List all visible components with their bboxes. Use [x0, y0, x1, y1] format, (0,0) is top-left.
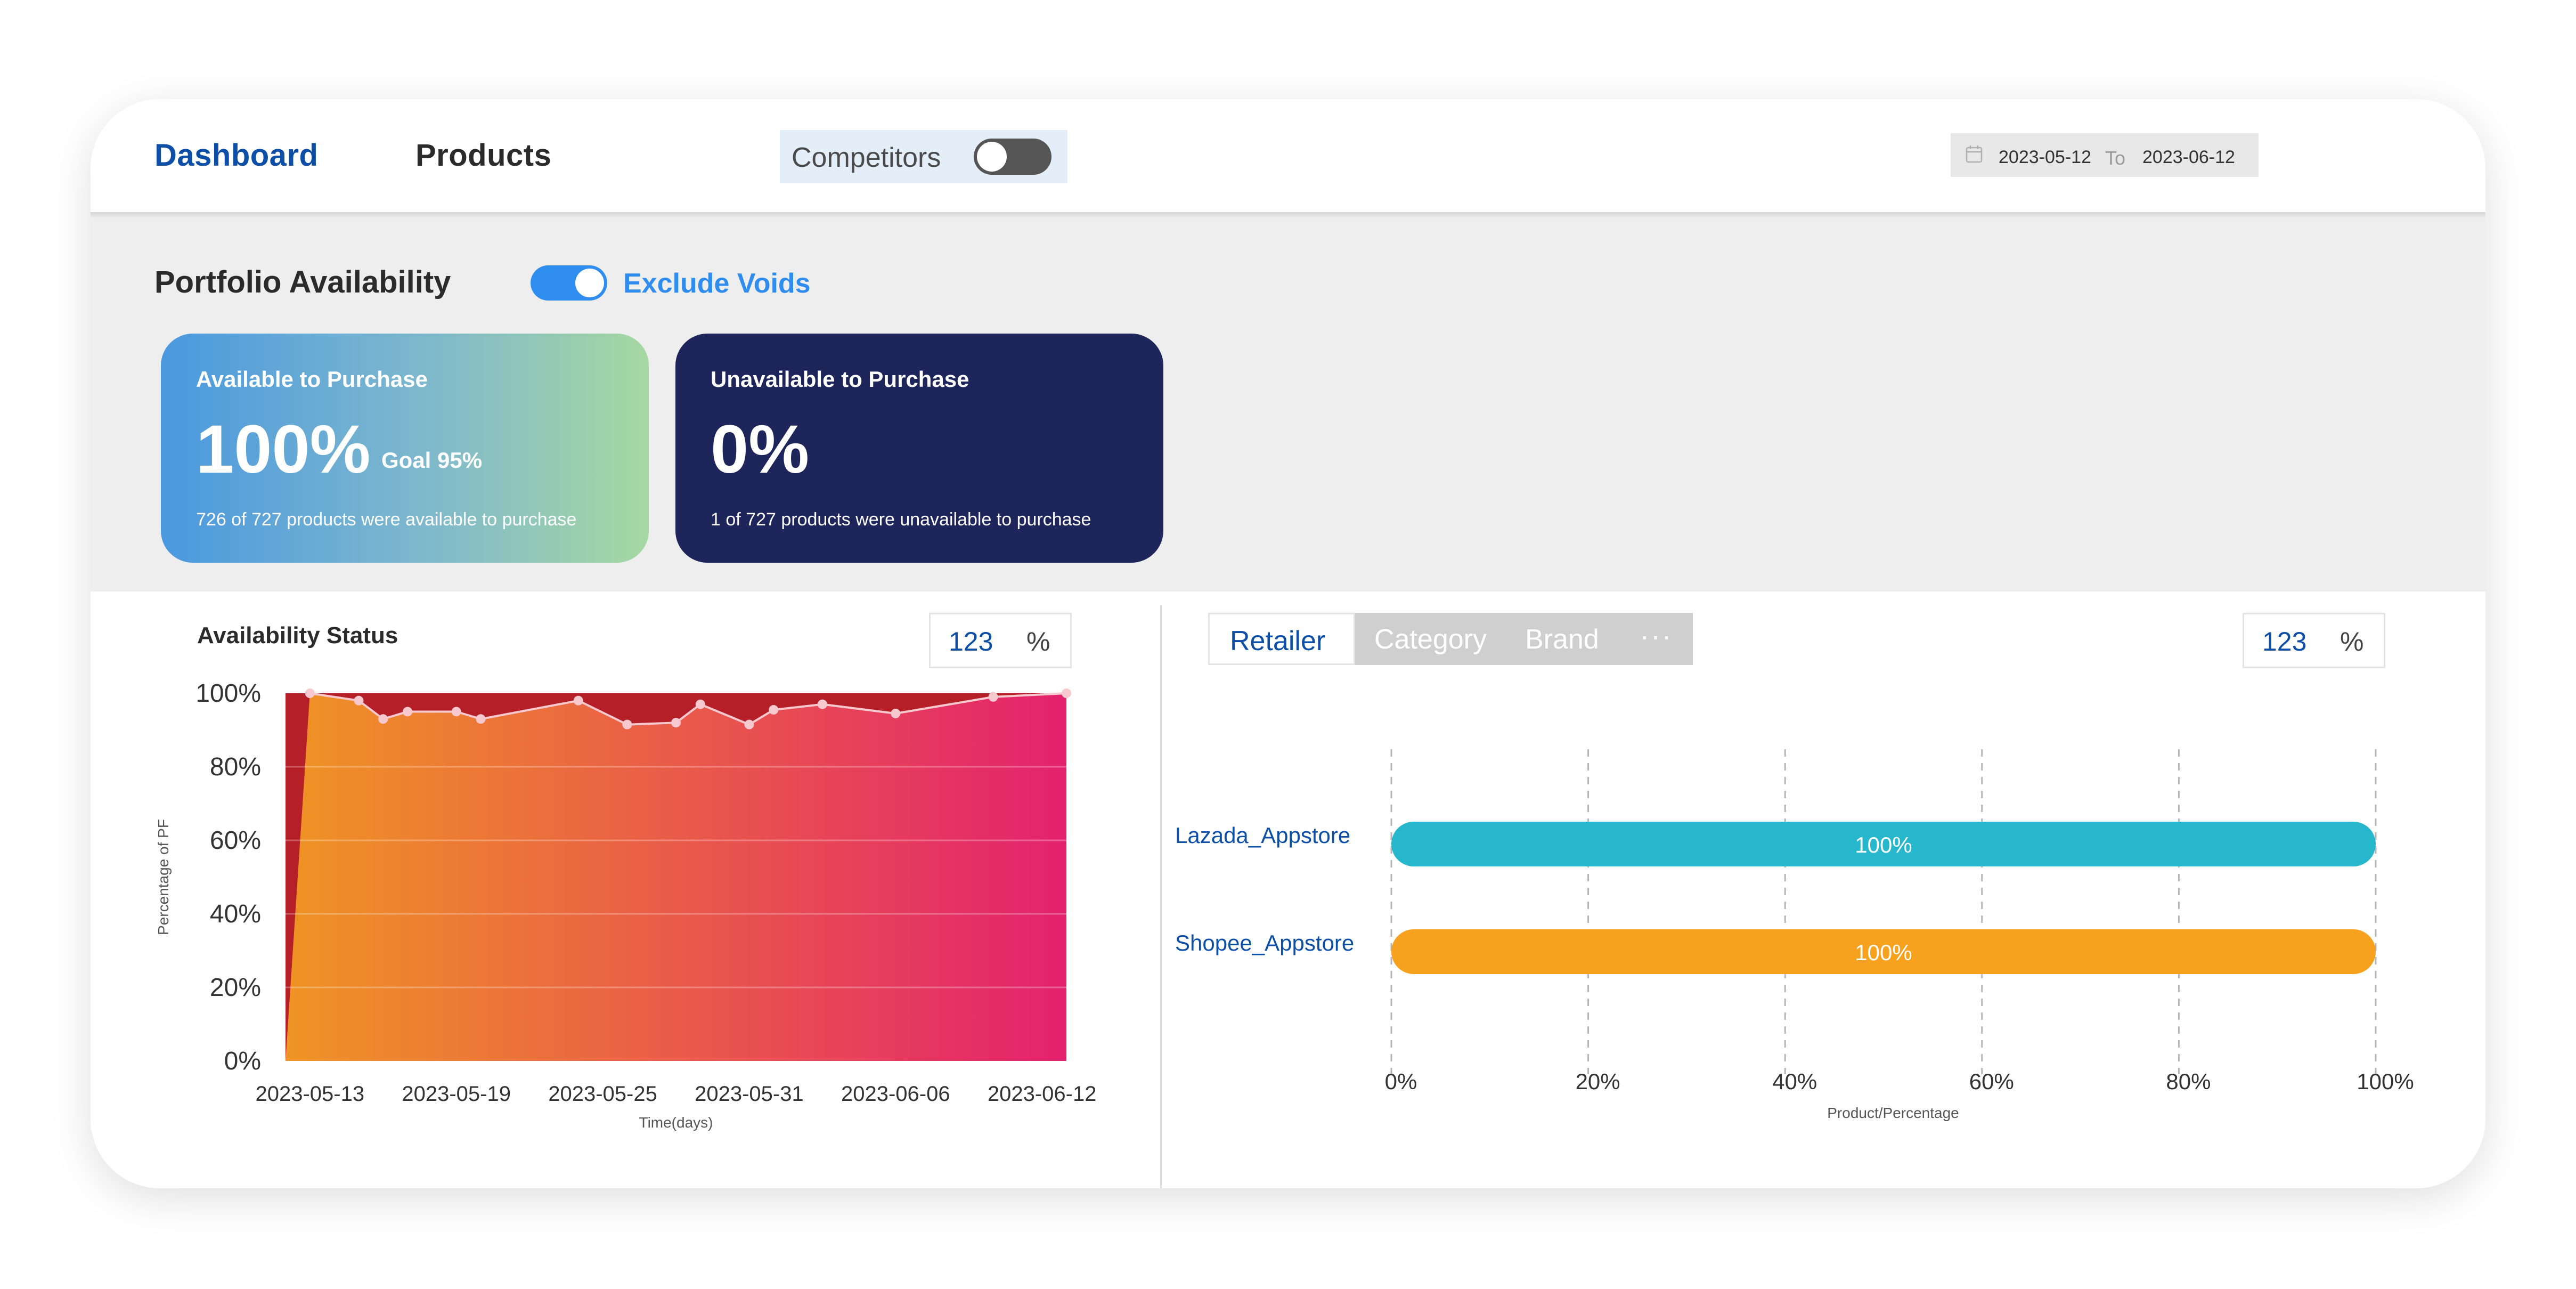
bar-value-label: 100% — [1855, 940, 1912, 965]
x-axis-title: Time(days) — [639, 1114, 713, 1131]
panel-divider — [1160, 605, 1162, 1188]
kpi-value: 100% — [196, 411, 371, 488]
availability-unit-toggle[interactable]: 123 % — [929, 613, 1072, 668]
category-label: Lazada_Appstore — [1175, 823, 1350, 848]
date-range-picker[interactable]: 2023-05-12 To 2023-06-12 — [1951, 133, 2259, 177]
unit-percent-option[interactable]: % — [1026, 627, 1050, 656]
data-point — [573, 695, 583, 706]
x-tick-label: 60% — [1969, 1069, 2014, 1094]
tab-brand[interactable]: Brand — [1525, 624, 1599, 655]
kpi-subtitle: 1 of 727 products were unavailable to pu… — [711, 509, 1091, 530]
data-point — [1062, 688, 1071, 698]
competitors-toggle-group[interactable]: Competitors — [780, 130, 1067, 183]
available-area — [286, 693, 1066, 1061]
y-tick-label: 0% — [224, 1047, 261, 1075]
kpi-subtitle: 726 of 727 products were available to pu… — [196, 509, 577, 530]
tab-retailer[interactable]: Retailer — [1208, 613, 1355, 665]
data-point — [622, 719, 632, 729]
top-header: Dashboard Products Competitors 2023-05-1… — [91, 99, 2485, 212]
data-point — [403, 707, 413, 717]
date-to-label: To — [2105, 147, 2126, 169]
competitors-label: Competitors — [792, 142, 941, 173]
data-point — [695, 699, 705, 709]
tab-dashboard[interactable]: Dashboard — [154, 138, 319, 173]
dashboard-card: Dashboard Products Competitors 2023-05-1… — [91, 99, 2485, 1188]
data-point — [451, 707, 461, 717]
retailer-unit-toggle[interactable]: 123 % — [2243, 613, 2385, 668]
data-point — [354, 695, 364, 706]
calendar-icon — [1966, 145, 1983, 163]
data-point — [305, 688, 315, 698]
data-point — [988, 692, 998, 702]
x-tick-label: 20% — [1576, 1069, 1620, 1094]
kpi-title: Available to Purchase — [196, 367, 428, 392]
data-point — [817, 699, 827, 709]
unit-number-option[interactable]: 123 — [2262, 627, 2307, 656]
x-tick-label: 0% — [1385, 1069, 1417, 1094]
x-tick-label: 80% — [2166, 1069, 2211, 1094]
kpi-title: Unavailable to Purchase — [711, 367, 969, 392]
bar-value-label: 100% — [1855, 832, 1912, 857]
availability-area-chart: 0% 20% 40% 60% 80% 100% 2023-05-13 2023-05-19 20… — [155, 679, 1097, 1131]
y-tick-label: 40% — [210, 900, 261, 928]
data-point — [671, 718, 681, 728]
y-axis-title: Percentage of PF — [155, 819, 172, 935]
kpi-value: 0% — [711, 411, 809, 488]
retailer-bar-chart: 0% 20% 40% 60% 80% 100% Product/Percentage 100%… — [1175, 749, 2414, 1121]
availability-chart-title: Availability Status — [197, 622, 398, 648]
unavailable-kpi-card: Unavailable to Purchase 0% 1 of 727 prod… — [675, 334, 1163, 563]
x-tick-label: 2023-06-06 — [841, 1082, 950, 1106]
x-tick-label: 2023-05-19 — [402, 1082, 511, 1106]
data-point — [378, 714, 388, 724]
data-point — [769, 705, 779, 715]
more-options-icon[interactable]: ··· — [1640, 619, 1673, 652]
portfolio-title: Portfolio Availability — [154, 265, 451, 299]
kpi-goal: Goal 95% — [381, 448, 483, 473]
y-tick-label: 100% — [195, 679, 261, 708]
unit-number-option[interactable]: 123 — [949, 627, 993, 656]
availability-line — [309, 692, 1067, 726]
available-kpi-card: Available to Purchase 100% Goal 95% 726 … — [161, 334, 649, 563]
x-tick-label: 40% — [1772, 1069, 1817, 1094]
tab-products[interactable]: Products — [415, 138, 552, 173]
toggle-knob — [575, 269, 604, 297]
data-point — [476, 714, 486, 724]
y-tick-label: 80% — [210, 753, 261, 781]
x-tick-label: 2023-05-13 — [256, 1082, 365, 1106]
exclude-voids-toggle[interactable] — [531, 265, 607, 301]
breakdown-tabs: Retailer Category Brand ··· — [1208, 613, 1693, 665]
x-tick-label: 2023-06-12 — [988, 1082, 1097, 1106]
data-point — [891, 708, 901, 718]
tab-category[interactable]: Category — [1374, 624, 1487, 655]
bar-shopee-appstore — [1391, 929, 2376, 974]
tab-retailer-label: Retailer — [1230, 626, 1326, 656]
x-axis-title: Product/Percentage — [1827, 1105, 1959, 1121]
portfolio-section: Portfolio Availability Exclude Voids Ava… — [91, 212, 2485, 591]
data-point — [744, 719, 754, 729]
bar-lazada-appstore — [1391, 822, 2376, 866]
x-tick-label: 2023-05-25 — [548, 1082, 657, 1106]
date-from[interactable]: 2023-05-12 — [1999, 147, 2091, 167]
date-to[interactable]: 2023-06-12 — [2142, 147, 2235, 167]
y-tick-label: 60% — [210, 826, 261, 855]
competitors-toggle[interactable] — [974, 139, 1051, 175]
toggle-knob — [977, 142, 1007, 172]
y-tick-label: 20% — [210, 974, 261, 1002]
x-tick-label: 100% — [2357, 1069, 2414, 1094]
category-label: Shopee_Appstore — [1175, 930, 1354, 955]
x-tick-label: 2023-05-31 — [695, 1082, 804, 1106]
header-shadow — [91, 212, 2485, 218]
unit-percent-option[interactable]: % — [2340, 627, 2364, 656]
exclude-voids-label[interactable]: Exclude Voids — [623, 268, 811, 299]
